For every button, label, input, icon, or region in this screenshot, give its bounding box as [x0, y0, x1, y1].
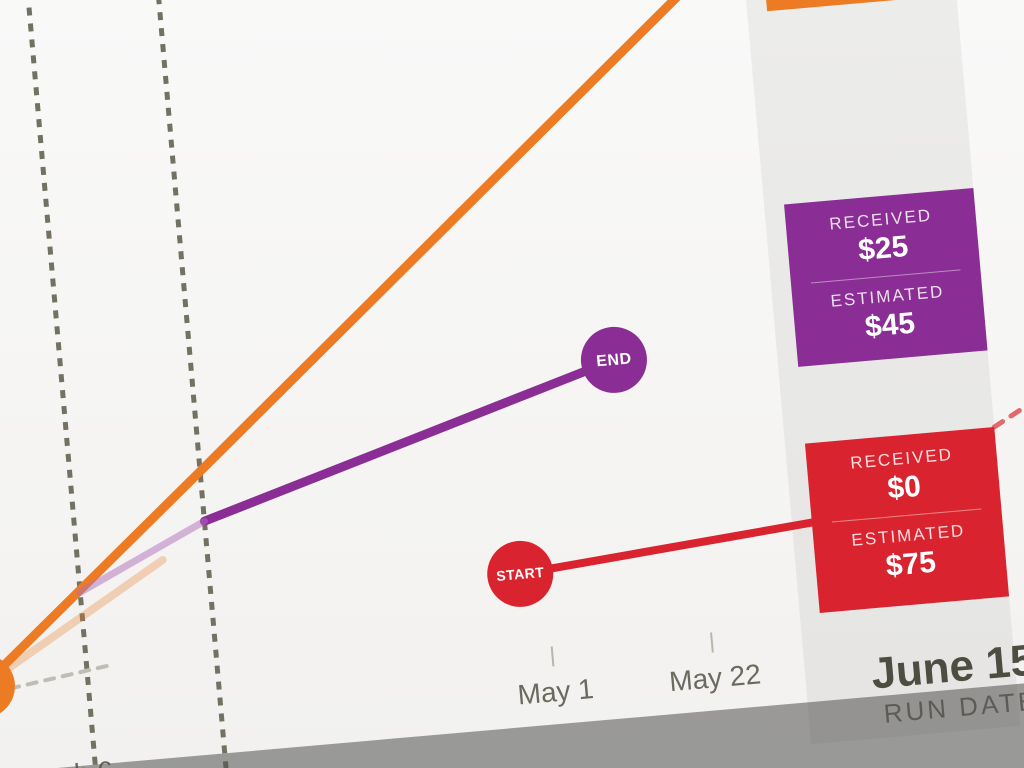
- axis-tick: [711, 632, 713, 652]
- purple-callout: RECEIVED$25ESTIMATED$45: [784, 188, 987, 367]
- marker-red-start: START: [484, 538, 556, 610]
- marker-purple-end: END: [578, 324, 650, 396]
- vertical-gridline: [154, 0, 232, 768]
- series-red-dashed: [988, 346, 1024, 427]
- chart-stage: May 1May 22rch 6June 15RUN DATERTENDSTAR…: [0, 0, 1024, 768]
- red-callout: RECEIVED$0ESTIMATED$75: [805, 427, 1009, 613]
- axis-tick: [552, 646, 554, 666]
- line-chart: May 1May 22rch 6June 15RUN DATERTENDSTAR…: [0, 0, 1024, 768]
- axis-label: May 22: [668, 658, 762, 697]
- series-purple: [194, 360, 625, 521]
- series-red: [518, 520, 829, 574]
- series-grey-dashed: [0, 665, 114, 713]
- axis-label: May 1: [516, 673, 595, 711]
- svg-text:END: END: [596, 350, 633, 370]
